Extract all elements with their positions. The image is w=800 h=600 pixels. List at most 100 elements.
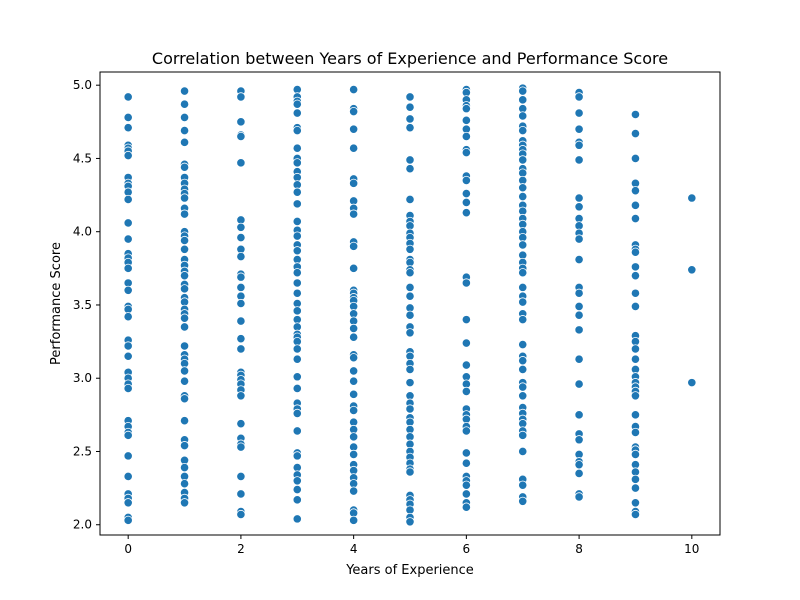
data-point	[292, 306, 302, 316]
data-point	[405, 291, 415, 301]
data-point	[236, 316, 246, 326]
data-point	[123, 498, 133, 508]
data-point	[236, 158, 246, 168]
data-point	[292, 451, 302, 461]
data-point	[461, 315, 471, 325]
data-point	[349, 449, 359, 460]
data-point	[349, 376, 359, 386]
data-point	[123, 234, 133, 244]
data-point	[349, 209, 359, 219]
data-point	[292, 495, 302, 505]
data-point	[292, 514, 302, 524]
data-point	[405, 155, 415, 165]
data-point	[461, 147, 471, 158]
data-point	[630, 410, 641, 420]
data-point	[292, 268, 302, 278]
data-point	[630, 427, 641, 438]
data-point	[461, 426, 471, 436]
data-point	[236, 131, 246, 142]
data-point	[518, 282, 528, 292]
data-point	[518, 480, 528, 490]
data-point	[461, 104, 471, 114]
data-point	[236, 272, 246, 282]
data-point	[179, 209, 190, 219]
data-point	[405, 517, 415, 527]
data-point	[179, 322, 190, 332]
data-point	[405, 378, 415, 388]
data-point	[349, 178, 359, 188]
data-point	[292, 187, 302, 197]
data-point	[292, 246, 302, 256]
y-tick-label: 4.5	[73, 151, 92, 165]
data-point	[179, 313, 190, 323]
data-point	[518, 191, 528, 202]
data-point	[687, 193, 697, 203]
data-point	[179, 498, 190, 508]
data-point	[179, 137, 190, 147]
y-tick-label: 2.0	[73, 518, 92, 532]
data-point	[123, 351, 133, 361]
data-point	[574, 310, 584, 320]
data-point	[405, 164, 415, 174]
data-point	[461, 502, 471, 512]
data-point	[236, 334, 246, 344]
data-point	[179, 416, 190, 426]
data-point	[518, 297, 528, 307]
data-point	[349, 389, 359, 399]
data-point	[574, 254, 584, 265]
data-point	[236, 509, 246, 520]
data-point	[518, 268, 528, 278]
data-point	[461, 360, 471, 370]
chart-title: Correlation between Years of Experience …	[152, 49, 668, 68]
data-point	[574, 468, 584, 479]
data-point	[292, 99, 302, 109]
data-point	[292, 288, 302, 298]
data-point	[461, 338, 471, 348]
data-point	[518, 95, 528, 105]
data-point	[179, 126, 190, 136]
data-point	[292, 354, 302, 364]
x-axis-label: Years of Experience	[345, 563, 474, 578]
data-point	[518, 391, 528, 401]
data-point	[123, 471, 133, 481]
data-point	[518, 339, 528, 350]
data-point	[236, 391, 246, 401]
data-point	[461, 278, 471, 288]
y-axis-ticks: 2.0 2.5 3.0 3.5 4.0 4.5 5.0	[73, 78, 100, 532]
data-point	[630, 509, 641, 520]
data-point	[123, 263, 133, 273]
data-point	[292, 108, 302, 118]
data-point	[123, 430, 133, 440]
data-point	[574, 379, 584, 389]
data-point	[236, 442, 246, 452]
data-point	[518, 430, 528, 440]
data-point	[292, 408, 302, 418]
data-point	[461, 175, 471, 186]
data-point	[179, 341, 190, 351]
data-point	[292, 476, 302, 486]
data-point	[236, 471, 246, 481]
data-point	[630, 391, 641, 401]
data-point	[518, 86, 528, 96]
data-point	[461, 489, 471, 499]
data-point	[630, 288, 641, 298]
data-point	[292, 231, 302, 241]
data-points	[123, 83, 697, 527]
data-point	[236, 92, 246, 102]
data-point	[574, 410, 584, 420]
data-point	[179, 86, 190, 96]
data-point	[574, 193, 584, 203]
data-point	[630, 109, 641, 120]
data-point	[630, 153, 641, 164]
data-point	[574, 108, 584, 118]
data-point	[405, 114, 415, 124]
data-point	[518, 364, 528, 375]
x-tick-label: 0	[124, 542, 132, 556]
data-point	[292, 372, 302, 382]
data-point	[518, 111, 528, 121]
data-point	[461, 131, 471, 142]
data-point	[292, 216, 302, 227]
plot-frame	[99, 71, 721, 536]
data-point	[405, 268, 415, 278]
data-point	[349, 353, 359, 363]
